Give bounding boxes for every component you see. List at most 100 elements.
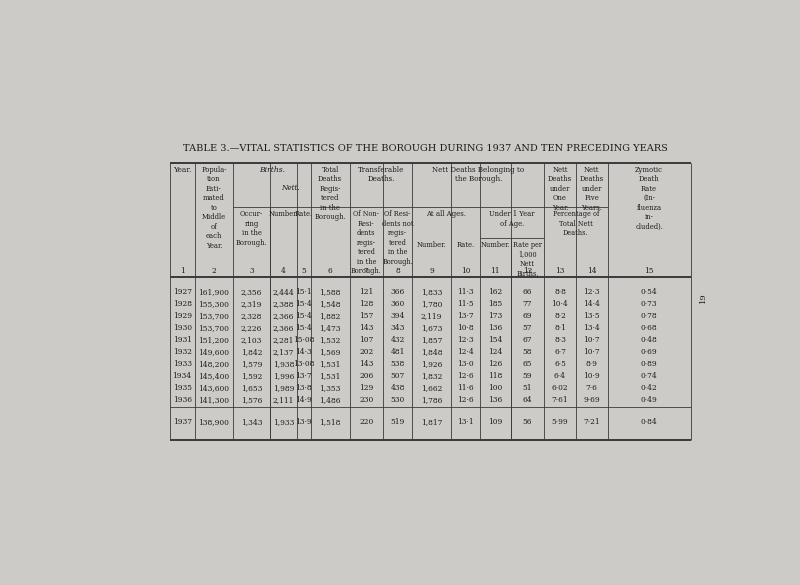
Text: 1,473: 1,473 — [319, 324, 341, 332]
Text: 206: 206 — [359, 372, 374, 380]
Text: 13·5: 13·5 — [583, 312, 600, 320]
Text: 151,200: 151,200 — [198, 336, 230, 344]
Text: 1,848: 1,848 — [421, 348, 442, 356]
Text: 126: 126 — [488, 360, 502, 368]
Text: 15·4: 15·4 — [295, 300, 312, 308]
Text: 13·7: 13·7 — [457, 312, 474, 320]
Text: 2,444: 2,444 — [273, 288, 294, 296]
Text: Rate.: Rate. — [456, 241, 474, 249]
Text: 1930: 1930 — [173, 324, 192, 332]
Text: 143,600: 143,600 — [198, 384, 230, 392]
Text: 10·4: 10·4 — [551, 300, 568, 308]
Text: 7·61: 7·61 — [552, 396, 568, 404]
Text: 109: 109 — [488, 418, 502, 426]
Text: Percentage of
Total Nett
Deaths.: Percentage of Total Nett Deaths. — [553, 211, 599, 238]
Text: 6·5: 6·5 — [554, 360, 566, 368]
Text: 10·7: 10·7 — [583, 348, 600, 356]
Text: 12: 12 — [522, 267, 532, 276]
Text: Nett.: Nett. — [281, 184, 299, 192]
Text: 1,832: 1,832 — [421, 372, 442, 380]
Text: 1,353: 1,353 — [319, 384, 341, 392]
Text: 1,842: 1,842 — [241, 348, 262, 356]
Text: Transferable
Deaths.: Transferable Deaths. — [358, 166, 404, 183]
Text: 155,300: 155,300 — [198, 300, 230, 308]
Text: 1934: 1934 — [173, 372, 192, 380]
Text: 59: 59 — [522, 372, 532, 380]
Text: 8·8: 8·8 — [554, 288, 566, 296]
Text: 0·78: 0·78 — [641, 312, 658, 320]
Text: 12·3: 12·3 — [583, 288, 600, 296]
Text: 0·54: 0·54 — [641, 288, 658, 296]
Text: 360: 360 — [390, 300, 405, 308]
Text: 153,700: 153,700 — [198, 324, 230, 332]
Text: 5: 5 — [302, 267, 306, 276]
Text: 1,548: 1,548 — [319, 300, 341, 308]
Text: Births.: Births. — [259, 166, 285, 174]
Text: At all Ages.: At all Ages. — [426, 211, 466, 218]
Text: 7: 7 — [364, 267, 369, 276]
Text: 0·48: 0·48 — [641, 336, 658, 344]
Text: 1,486: 1,486 — [319, 396, 341, 404]
Text: 136: 136 — [488, 324, 502, 332]
Text: 1,569: 1,569 — [319, 348, 341, 356]
Text: 100: 100 — [488, 384, 502, 392]
Text: 230: 230 — [359, 396, 374, 404]
Text: 2,366: 2,366 — [273, 324, 294, 332]
Text: 2,319: 2,319 — [241, 300, 262, 308]
Text: 481: 481 — [390, 348, 405, 356]
Text: 432: 432 — [390, 336, 405, 344]
Text: 1,780: 1,780 — [421, 300, 442, 308]
Text: 1935: 1935 — [173, 384, 192, 392]
Text: 11: 11 — [490, 267, 500, 276]
Text: 6: 6 — [328, 267, 333, 276]
Text: 1,996: 1,996 — [273, 372, 294, 380]
Text: 1,592: 1,592 — [241, 372, 262, 380]
Text: 2: 2 — [212, 267, 216, 276]
Text: 1,532: 1,532 — [319, 336, 341, 344]
Text: 6·7: 6·7 — [554, 348, 566, 356]
Text: 10·8: 10·8 — [457, 324, 474, 332]
Text: 6·4: 6·4 — [554, 372, 566, 380]
Text: 157: 157 — [359, 312, 374, 320]
Text: 66: 66 — [522, 288, 532, 296]
Text: 13·1: 13·1 — [457, 418, 474, 426]
Text: 0·84: 0·84 — [641, 418, 658, 426]
Text: 1,882: 1,882 — [319, 312, 341, 320]
Text: 13·7: 13·7 — [295, 372, 312, 380]
Text: 56: 56 — [522, 418, 532, 426]
Text: 3: 3 — [250, 267, 254, 276]
Text: 2,328: 2,328 — [241, 312, 262, 320]
Text: Year.: Year. — [173, 166, 191, 174]
Text: Occur-
ring
in the
Borough.: Occur- ring in the Borough. — [236, 211, 267, 247]
Text: 8: 8 — [395, 267, 400, 276]
Text: 11·5: 11·5 — [457, 300, 474, 308]
Text: 13: 13 — [555, 267, 565, 276]
Text: 530: 530 — [390, 396, 405, 404]
Text: 507: 507 — [390, 372, 405, 380]
Text: 394: 394 — [390, 312, 405, 320]
Text: 8·9: 8·9 — [586, 360, 598, 368]
Text: 5·99: 5·99 — [552, 418, 568, 426]
Text: 1,673: 1,673 — [421, 324, 442, 332]
Text: Number.: Number. — [417, 241, 446, 249]
Text: 153,700: 153,700 — [198, 312, 230, 320]
Text: 7·21: 7·21 — [583, 418, 600, 426]
Text: 107: 107 — [359, 336, 374, 344]
Text: 173: 173 — [488, 312, 502, 320]
Text: 366: 366 — [390, 288, 405, 296]
Text: 143: 143 — [359, 324, 374, 332]
Text: 0·69: 0·69 — [641, 348, 658, 356]
Text: 141,300: 141,300 — [198, 396, 230, 404]
Text: 1,817: 1,817 — [421, 418, 442, 426]
Text: 118: 118 — [488, 372, 502, 380]
Text: 145,400: 145,400 — [198, 372, 230, 380]
Text: 58: 58 — [522, 348, 532, 356]
Text: 538: 538 — [390, 360, 405, 368]
Text: 1936: 1936 — [173, 396, 192, 404]
Text: Total
Deaths
Regis-
tered
in the
Borough.: Total Deaths Regis- tered in the Borough… — [314, 166, 346, 221]
Text: 7·6: 7·6 — [586, 384, 598, 392]
Text: 2,103: 2,103 — [241, 336, 262, 344]
Text: 8·2: 8·2 — [554, 312, 566, 320]
Text: 13·0: 13·0 — [457, 360, 474, 368]
Text: Of Resi-
dents not
regis-
tered
in the
Borough.: Of Resi- dents not regis- tered in the B… — [382, 211, 414, 266]
